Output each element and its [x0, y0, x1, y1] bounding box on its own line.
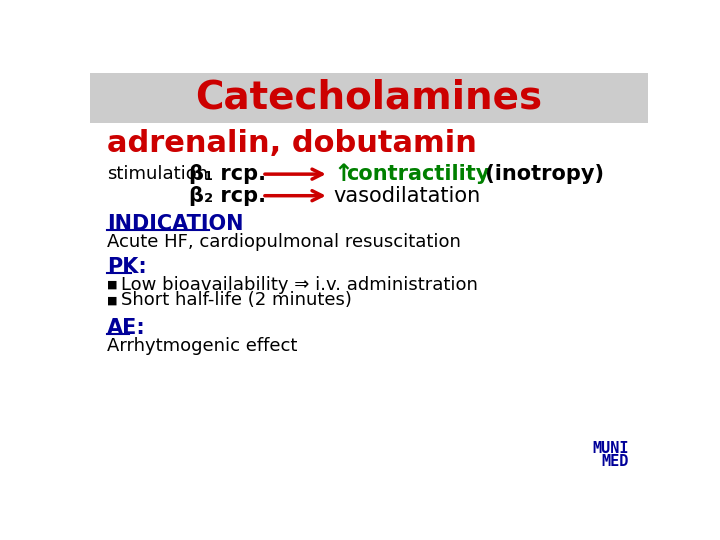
Text: adrenalin, dobutamin: adrenalin, dobutamin — [107, 129, 477, 158]
Text: (inotropy): (inotropy) — [477, 164, 603, 184]
Text: contractility: contractility — [346, 164, 489, 184]
Text: ■: ■ — [107, 295, 117, 306]
Text: ■: ■ — [107, 280, 117, 290]
Text: MUNI: MUNI — [592, 441, 629, 456]
Text: Low bioavailability ⇒ i.v. administration: Low bioavailability ⇒ i.v. administratio… — [121, 276, 478, 294]
Text: Catecholamines: Catecholamines — [195, 79, 543, 117]
FancyBboxPatch shape — [90, 72, 648, 123]
Text: β₂ rcp.: β₂ rcp. — [189, 186, 266, 206]
Text: Arrhytmogenic effect: Arrhytmogenic effect — [107, 337, 297, 355]
Text: AE:: AE: — [107, 318, 145, 338]
Text: Short half-life (2 minutes): Short half-life (2 minutes) — [121, 292, 352, 309]
Text: PK:: PK: — [107, 256, 147, 276]
Text: Acute HF, cardiopulmonal resuscitation: Acute HF, cardiopulmonal resuscitation — [107, 233, 461, 251]
Text: β₁ rcp.: β₁ rcp. — [189, 164, 266, 184]
Text: stimulation: stimulation — [107, 165, 208, 183]
Text: ↑: ↑ — [333, 162, 353, 186]
Text: INDICATION: INDICATION — [107, 214, 243, 234]
Text: MED: MED — [601, 454, 629, 469]
Text: vasodilatation: vasodilatation — [333, 186, 481, 206]
